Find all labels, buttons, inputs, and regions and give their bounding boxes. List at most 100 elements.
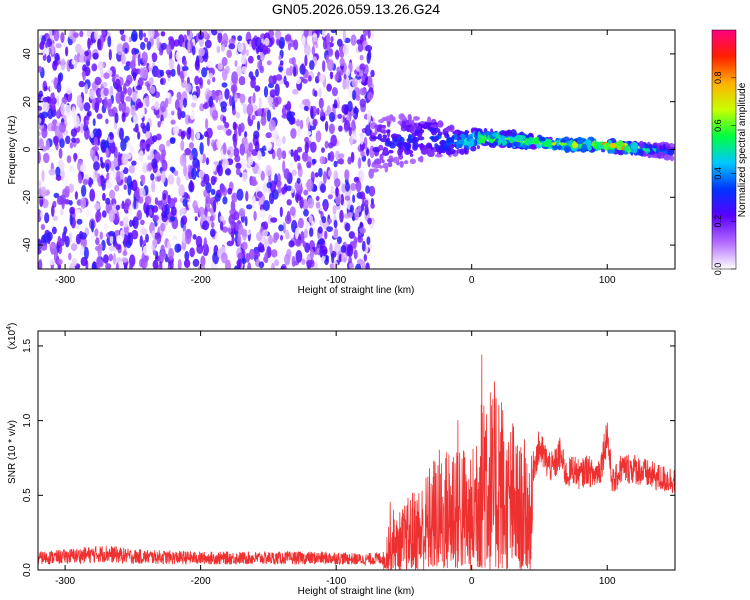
noise-speckle <box>272 189 279 200</box>
noise-speckle <box>217 62 224 70</box>
signal-blob <box>624 145 630 152</box>
noise-speckle <box>333 228 339 239</box>
figure-title: GN05.2026.059.13.26.G24 <box>272 1 440 17</box>
noise-speckle <box>180 131 185 140</box>
noise-speckle <box>65 46 69 57</box>
noise-speckle <box>294 239 302 247</box>
noise-speckle <box>74 191 78 200</box>
signal-blob <box>395 139 403 147</box>
noise-speckle <box>94 30 99 41</box>
noise-speckle <box>69 206 76 215</box>
signal-blob <box>566 141 573 146</box>
snr-series-line <box>38 354 675 570</box>
noise-speckle <box>116 235 124 245</box>
noise-speckle <box>210 188 216 196</box>
noise-speckle <box>83 246 89 260</box>
noise-speckle <box>298 131 303 139</box>
signal-blob <box>384 165 389 173</box>
noise-speckle <box>173 39 180 47</box>
noise-speckle <box>125 33 130 44</box>
colorbar-ticks: 0.0 0.2 0.4 0.6 0.8 <box>713 72 736 275</box>
noise-speckle <box>246 103 253 117</box>
noise-speckle <box>355 95 361 101</box>
noise-speckle <box>110 38 115 52</box>
noise-speckle <box>235 222 240 232</box>
noise-speckle <box>68 183 74 193</box>
noise-speckle <box>179 98 183 110</box>
noise-speckle <box>210 262 216 269</box>
noise-speckle <box>74 209 81 215</box>
signal-blob <box>411 119 415 126</box>
noise-speckle <box>278 224 284 232</box>
noise-speckle <box>92 145 99 152</box>
noise-speckle <box>175 51 181 61</box>
noise-speckle <box>176 91 182 101</box>
noise-speckle <box>78 80 85 88</box>
noise-speckle <box>84 50 89 57</box>
noise-speckle <box>331 87 338 97</box>
noise-speckle <box>359 87 367 96</box>
noise-speckle <box>79 232 87 240</box>
noise-speckle <box>214 193 221 202</box>
noise-speckle <box>307 156 312 163</box>
noise-speckle <box>177 107 182 120</box>
noise-speckle <box>78 175 83 184</box>
noise-speckle <box>304 54 308 67</box>
noise-speckle <box>334 73 339 82</box>
noise-speckle <box>353 237 357 250</box>
noise-speckle <box>222 116 227 124</box>
noise-speckle <box>237 258 242 269</box>
noise-speckle <box>190 128 195 142</box>
signal-blob <box>458 144 463 149</box>
noise-speckle <box>233 147 240 157</box>
noise-speckle <box>49 243 56 249</box>
snr-x-tick-label: -100 <box>326 576 346 587</box>
noise-speckle <box>56 109 60 118</box>
noise-speckle <box>251 114 256 121</box>
noise-speckle <box>293 39 299 51</box>
noise-speckle <box>346 77 350 90</box>
noise-speckle <box>105 197 111 205</box>
signal-blob <box>378 144 384 151</box>
noise-speckle <box>199 142 204 155</box>
noise-speckle <box>225 128 232 136</box>
noise-speckle <box>151 52 158 63</box>
noise-speckle <box>161 149 167 157</box>
noise-speckle <box>313 261 318 269</box>
spectrogram-x-tick-label: 100 <box>599 275 616 286</box>
noise-speckle <box>237 223 244 235</box>
noise-speckle <box>252 92 256 104</box>
noise-speckle <box>196 132 201 140</box>
signal-blob <box>563 145 571 153</box>
noise-speckle <box>121 257 129 263</box>
noise-speckle <box>286 100 291 113</box>
noise-speckle <box>363 253 367 262</box>
noise-speckle <box>271 249 278 258</box>
noise-speckle <box>131 229 139 240</box>
noise-speckle <box>58 148 63 159</box>
noise-speckle <box>138 150 144 163</box>
signal-blob <box>434 153 443 158</box>
noise-speckle <box>101 30 106 37</box>
noise-speckle <box>96 255 102 269</box>
signal-blob <box>392 156 400 164</box>
noise-speckle <box>51 205 55 217</box>
noise-speckle <box>261 150 266 157</box>
noise-speckle <box>108 209 115 223</box>
snr-y-tick-label: 0.5 <box>22 488 33 502</box>
noise-speckle <box>265 164 272 177</box>
noise-speckle <box>324 230 328 240</box>
noise-speckle <box>342 78 347 90</box>
noise-speckle <box>169 216 176 222</box>
noise-speckle <box>222 226 229 233</box>
noise-speckle <box>138 30 143 41</box>
signal-blob <box>551 142 557 146</box>
noise-speckle <box>159 50 164 56</box>
noise-speckle <box>312 36 318 43</box>
noise-speckle <box>329 151 335 162</box>
noise-speckle <box>238 76 246 86</box>
noise-speckle <box>232 164 237 174</box>
noise-speckle <box>300 63 305 72</box>
noise-speckle <box>105 118 109 125</box>
noise-speckle <box>103 223 109 231</box>
